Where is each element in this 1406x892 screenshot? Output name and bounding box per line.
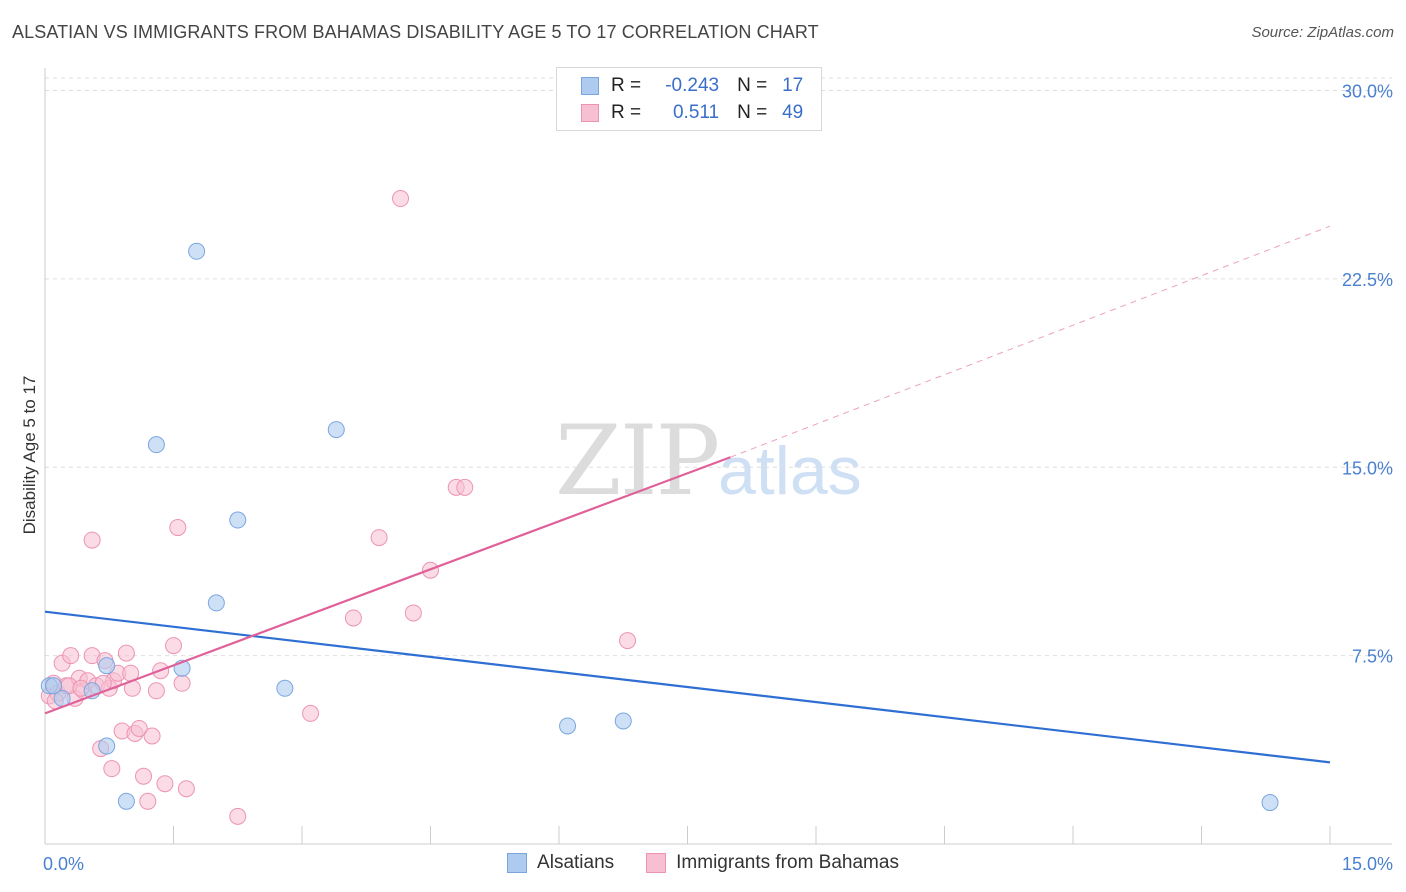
point-bahamas [130,719,148,737]
point-alsatians [98,737,116,755]
point-alsatians [117,792,135,810]
point-alsatians [276,679,294,697]
point-bahamas [147,682,165,700]
point-alsatians [45,677,63,695]
legend-item-alsatians[interactable]: Alsatians [507,852,614,874]
legend-label-alsatians: Alsatians [537,852,615,873]
point-bahamas [370,529,388,547]
point-alsatians [98,657,116,675]
r-label: R = [611,102,642,123]
watermark-zip: ZIP [555,405,720,517]
r-label: R = [611,75,642,96]
x-tick-label: 0.0% [43,854,84,874]
point-bahamas [173,674,191,692]
legend-swatch-pink [581,104,599,122]
y-tick-label: 30.0% [1342,82,1393,102]
stats-row-bahamas: R = 0.511 N = 49 [581,100,803,126]
point-bahamas [135,767,153,785]
y-tick-label: 22.5% [1342,270,1393,290]
legend-item-bahamas[interactable]: Immigrants from Bahamas [646,852,899,874]
point-bahamas [456,478,474,496]
point-bahamas [143,727,161,745]
trendline-bahamas [44,456,731,715]
trendline-bahamas-extrapolated [730,225,1331,458]
point-bahamas [404,604,422,622]
legend-swatch-pink [646,853,667,873]
point-bahamas [103,760,121,778]
legend-label-bahamas: Immigrants from Bahamas [676,852,899,873]
x-tick-label: 15.0% [1342,854,1393,874]
stats-legend: R = -0.243 N = 17 R = 0.511 N = 49 [556,67,822,131]
point-alsatians [614,712,632,730]
point-bahamas [229,807,247,825]
r-value: 0.511 [672,102,720,123]
trendline-alsatians [44,610,1331,764]
point-bahamas [177,780,195,798]
point-alsatians [1261,794,1279,812]
point-alsatians [327,421,345,439]
legend-swatch-blue [581,77,599,95]
watermark-atlas: atlas [718,433,862,509]
stats-row-alsatians: R = -0.243 N = 17 [581,73,803,99]
point-bahamas [117,644,135,662]
n-label: N = [737,102,768,123]
point-bahamas [83,531,101,549]
y-tick-label: 15.0% [1342,458,1393,478]
r-value: -0.243 [665,75,720,96]
point-bahamas [62,647,80,665]
chart-title: ALSATIAN VS IMMIGRANTS FROM BAHAMAS DISA… [12,22,819,42]
point-alsatians [229,511,247,529]
n-label: N = [737,75,768,96]
n-value: 17 [782,75,804,96]
point-bahamas [619,632,637,650]
legend-swatch-blue [507,853,528,873]
source-credit: Source: ZipAtlas.com [1251,24,1394,41]
y-tick-label: 7.5% [1352,647,1393,667]
point-bahamas [344,609,362,627]
n-value: 49 [782,102,804,123]
series-legend: Alsatians Immigrants from Bahamas [0,852,1406,874]
point-bahamas [302,704,320,722]
point-alsatians [207,594,225,612]
point-alsatians [559,717,577,735]
point-bahamas [392,190,410,208]
point-alsatians [147,436,165,454]
point-bahamas [165,637,182,655]
point-alsatians [188,242,206,260]
point-bahamas [139,792,157,810]
point-bahamas [156,775,174,793]
point-bahamas [169,519,187,537]
